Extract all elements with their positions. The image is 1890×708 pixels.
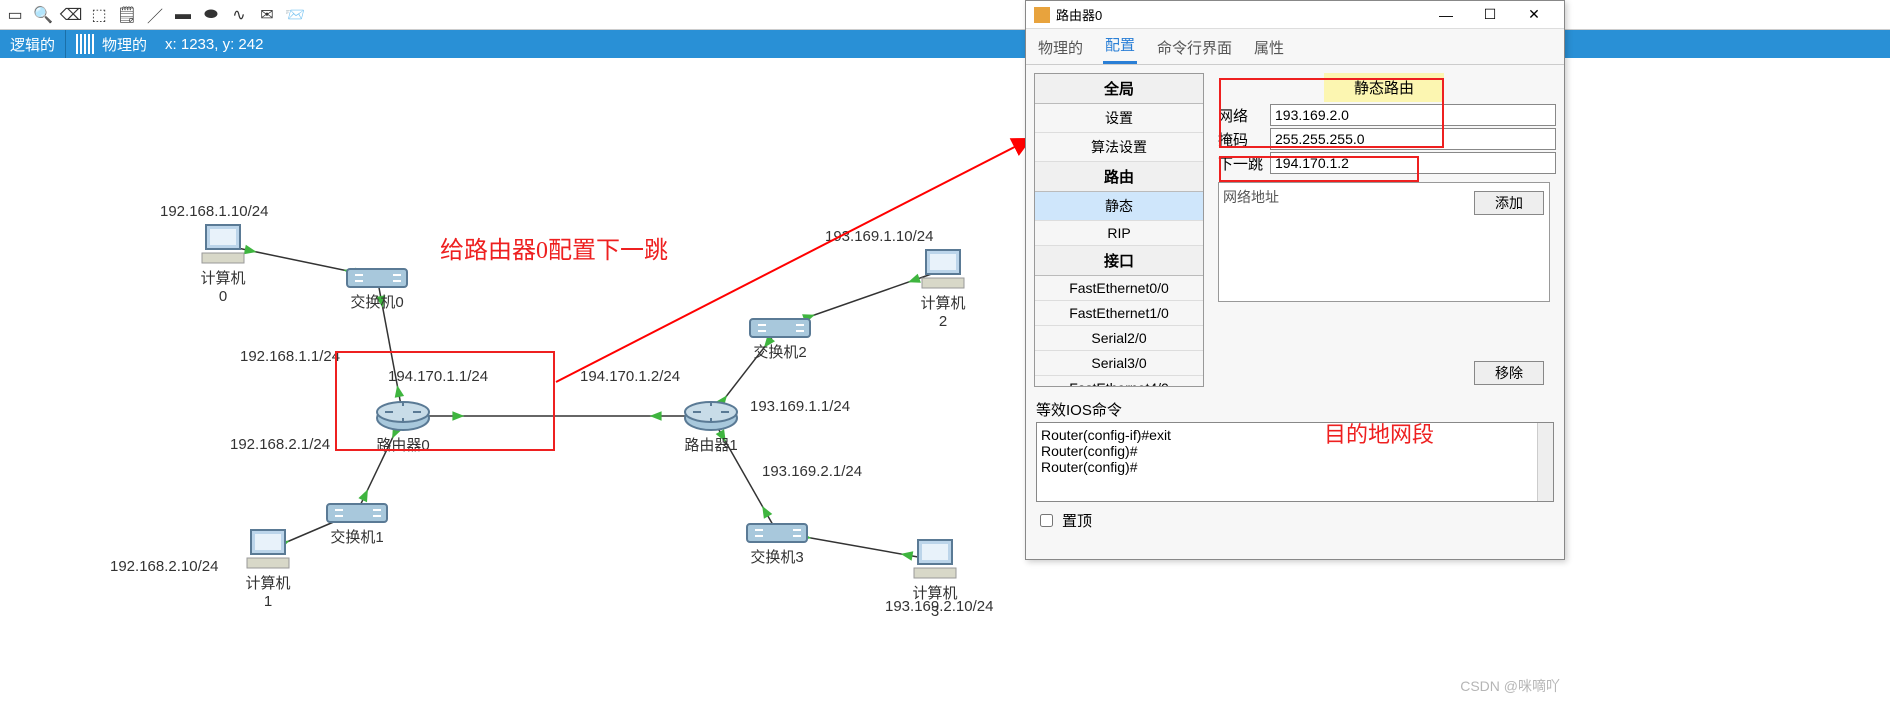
dialog-tabs: 物理的 配置 命令行界面 属性 [1026,29,1564,65]
top-checkbox[interactable] [1040,514,1053,527]
annotation-main-text: 给路由器0配置下一跳 [440,230,668,265]
note-icon[interactable]: 🗒 [116,4,138,26]
envelope-icon[interactable]: ✉ [256,4,278,26]
annotation-box-network-mask [1219,78,1444,148]
router-config-dialog: 路由器0 — ☐ ✕ 物理的 配置 命令行界面 属性 全局 设置 算法设置 路由… [1025,0,1565,560]
device-pc1[interactable]: 计算机1 [245,528,291,610]
sidebar-item-fe10[interactable]: FastEthernet1/0 [1035,301,1203,326]
sidebar-item-static[interactable]: 静态 [1035,192,1203,221]
tab-attr[interactable]: 属性 [1252,31,1286,64]
tab-config[interactable]: 配置 [1103,28,1137,64]
ios-line: Router(config-if)#exit [1041,427,1549,443]
main-toolbar: ▭ 🔍 ⌫ ⬚ 🗒 ／ ▬ ⬬ ∿ ✉ 📨 [0,0,1890,30]
device-label: 路由器1 [683,434,739,455]
sidebar-item-settings[interactable]: 设置 [1035,104,1203,133]
zoom-icon[interactable]: 🔍 [32,4,54,26]
device-sw3[interactable]: 交换机3 [745,518,809,567]
rect-icon[interactable]: ▬ [172,4,194,26]
ip-label: 192.168.1.1/24 [240,348,340,365]
top-checkbox-label: 置顶 [1062,510,1092,531]
device-sw0[interactable]: 交换机0 [345,263,409,312]
sidebar-item-algorithm[interactable]: 算法设置 [1035,133,1203,162]
device-sw1[interactable]: 交换机1 [325,498,389,547]
tab-physical[interactable]: 物理的 [1036,31,1085,64]
config-sidebar: 全局 设置 算法设置 路由 静态 RIP 接口 FastEthernet0/0 … [1034,73,1204,387]
ip-label: 193.169.1.1/24 [750,398,850,415]
envelope-open-icon[interactable]: 📨 [284,4,306,26]
device-pc0[interactable]: 计算机0 [200,223,246,305]
device-label: 计算机2 [920,292,966,330]
close-button[interactable]: ✕ [1512,1,1556,29]
line-icon[interactable]: ／ [144,4,166,26]
address-list-header: 网络地址 [1223,189,1279,205]
watermark: CSDN @咪嘀吖 [1460,676,1560,696]
remove-button[interactable]: 移除 [1474,361,1544,385]
always-on-top[interactable]: 置顶 [1026,504,1564,537]
device-label: 交换机0 [345,291,409,312]
sidebar-item-rip[interactable]: RIP [1035,221,1203,246]
device-label: 交换机1 [325,526,389,547]
topology-canvas[interactable]: 计算机0计算机1计算机2计算机3交换机0交换机1交换机2交换机3路由器0路由器1… [0,58,1890,708]
annotation-dest-text: 目的地网段 [1324,417,1434,449]
device-label: 计算机0 [200,267,246,305]
sidebar-header-route: 路由 [1035,162,1203,192]
ip-label: 193.169.2.10/24 [885,598,993,615]
sidebar-header-interface: 接口 [1035,246,1203,276]
sidebar-item-s20[interactable]: Serial2/0 [1035,326,1203,351]
ios-label: 等效IOS命令 [1026,395,1564,420]
add-button[interactable]: 添加 [1474,191,1544,215]
ip-label: 194.170.1.2/24 [580,368,680,385]
dialog-title: 路由器0 [1056,5,1102,24]
device-label: 计算机1 [245,572,291,610]
minimize-button[interactable]: — [1424,1,1468,29]
device-label: 交换机2 [748,341,812,362]
sidebar-item-s30[interactable]: Serial3/0 [1035,351,1203,376]
tab-cli[interactable]: 命令行界面 [1155,31,1234,64]
logical-tab[interactable]: 逻辑的 [0,30,66,58]
ip-label: 192.168.2.1/24 [230,436,330,453]
select-icon[interactable]: ▭ [4,4,26,26]
freeform-icon[interactable]: ∿ [228,4,250,26]
ip-label: 193.169.2.1/24 [762,463,862,480]
ios-line: Router(config)# [1041,459,1549,475]
device-pc2[interactable]: 计算机2 [920,248,966,330]
router-icon [1034,7,1050,23]
stripes-icon [76,34,94,54]
annotation-box-router0 [335,351,555,451]
sidebar-header-global: 全局 [1035,74,1203,104]
marquee-icon[interactable]: ⬚ [88,4,110,26]
ios-line: Router(config)# [1041,443,1549,459]
device-label: 交换机3 [745,546,809,567]
ip-label: 193.169.1.10/24 [825,228,933,245]
physical-tab[interactable]: 物理的 [66,30,157,58]
ip-label: 192.168.2.10/24 [110,558,218,575]
coord-readout: x: 1233, y: 242 [165,36,263,53]
delete-icon[interactable]: ⌫ [60,4,82,26]
device-r1[interactable]: 路由器1 [683,398,739,455]
ip-label: 192.168.1.10/24 [160,203,268,220]
device-sw2[interactable]: 交换机2 [748,313,812,362]
sidebar-item-fe40[interactable]: FastEthernet4/0 [1035,376,1203,387]
maximize-button[interactable]: ☐ [1468,1,1512,29]
physical-tab-label: 物理的 [102,34,147,55]
annotation-box-nexthop [1219,156,1419,182]
ios-output[interactable]: Router(config-if)#exit Router(config)# R… [1036,422,1554,502]
ios-scrollbar[interactable] [1537,423,1553,501]
sidebar-item-fe00[interactable]: FastEthernet0/0 [1035,276,1203,301]
ellipse-icon[interactable]: ⬬ [200,4,222,26]
coordinate-bar: 逻辑的 物理的 x: 1233, y: 242 [0,30,1890,58]
dialog-titlebar[interactable]: 路由器0 — ☐ ✕ [1026,1,1564,29]
